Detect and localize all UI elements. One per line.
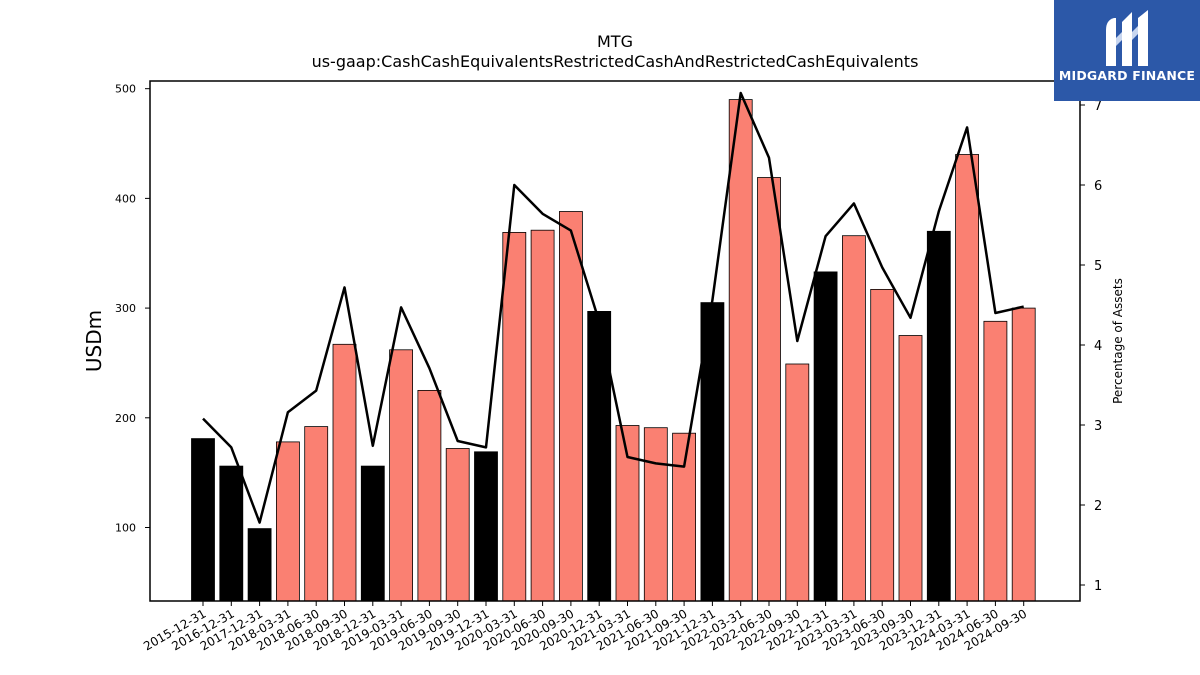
y-tick-label: 200 (115, 412, 136, 425)
bar-2020-06-30 (530, 229, 555, 602)
bar-2020-09-30 (559, 211, 583, 602)
chart-subtitle: us-gaap:CashCashEquivalentsRestrictedCas… (311, 52, 919, 71)
y-axis-label: USDm (82, 310, 106, 372)
percentage-line (202, 91, 1024, 524)
bar-2016-12-31 (219, 465, 244, 602)
brand-logo-text: MIDGARD FINANCE (1058, 68, 1196, 83)
axes-layer (149, 80, 1081, 602)
bars-layer (191, 99, 1036, 602)
bar-2015-12-31 (191, 438, 215, 602)
bar-2023-12-31 (926, 230, 951, 602)
bar-2021-09-30 (672, 432, 696, 602)
y2-tick-label: 4 (1094, 339, 1102, 354)
bar-2022-03-31 (728, 99, 753, 602)
brand-logo: MIDGARD FINANCE (1054, 0, 1200, 101)
y2-tick-label: 6 (1094, 179, 1102, 194)
bar-2019-09-30 (445, 448, 470, 602)
y-axis-right: 1 2 3 4 5 6 7 (1080, 99, 1102, 594)
bar-2018-03-31 (275, 441, 300, 602)
midgard-m-logo-icon (1106, 10, 1148, 66)
bar-2023-09-30 (898, 335, 923, 602)
y-tick-label: 500 (115, 83, 136, 96)
y-tick-label: 400 (115, 192, 136, 205)
y-axis-left: 100 200 300 400 500 (115, 83, 150, 534)
bar-2023-03-31 (842, 235, 866, 602)
chart-title: MTG (597, 32, 633, 51)
y2-tick-label: 7 (1094, 99, 1102, 114)
bar-2024-03-31 (955, 154, 979, 602)
y2-tick-label: 2 (1094, 499, 1102, 514)
bar-2019-12-31 (474, 451, 498, 602)
x-axis: 2015-12-312016-12-312017-12-312018-03-31… (141, 601, 1029, 653)
line-layer (202, 91, 1024, 524)
y-tick-label: 300 (115, 302, 136, 315)
bar-2019-03-31 (389, 349, 414, 602)
bar-2022-06-30 (757, 177, 781, 602)
y2-tick-label: 5 (1094, 259, 1102, 274)
y2-axis-label: Percentage of Assets (1111, 278, 1125, 404)
bar-2024-09-30 (1011, 307, 1036, 602)
bar-2024-06-30 (983, 320, 1008, 602)
y2-tick-label: 1 (1094, 579, 1102, 594)
bar-2020-03-31 (502, 231, 527, 602)
bar-2021-06-30 (643, 427, 668, 602)
bar-2017-12-31 (247, 528, 272, 602)
plot-frame (149, 80, 1081, 602)
y2-tick-label: 3 (1094, 419, 1102, 434)
bar-2018-12-31 (360, 465, 385, 602)
bar-2022-12-31 (813, 271, 838, 602)
bar-2018-09-30 (332, 343, 357, 602)
bar-2022-09-30 (785, 363, 810, 602)
bar-2018-06-30 (304, 426, 329, 602)
y-tick-label: 100 (115, 521, 136, 534)
bar-2019-06-30 (417, 389, 442, 602)
bar-2023-06-30 (870, 288, 895, 602)
